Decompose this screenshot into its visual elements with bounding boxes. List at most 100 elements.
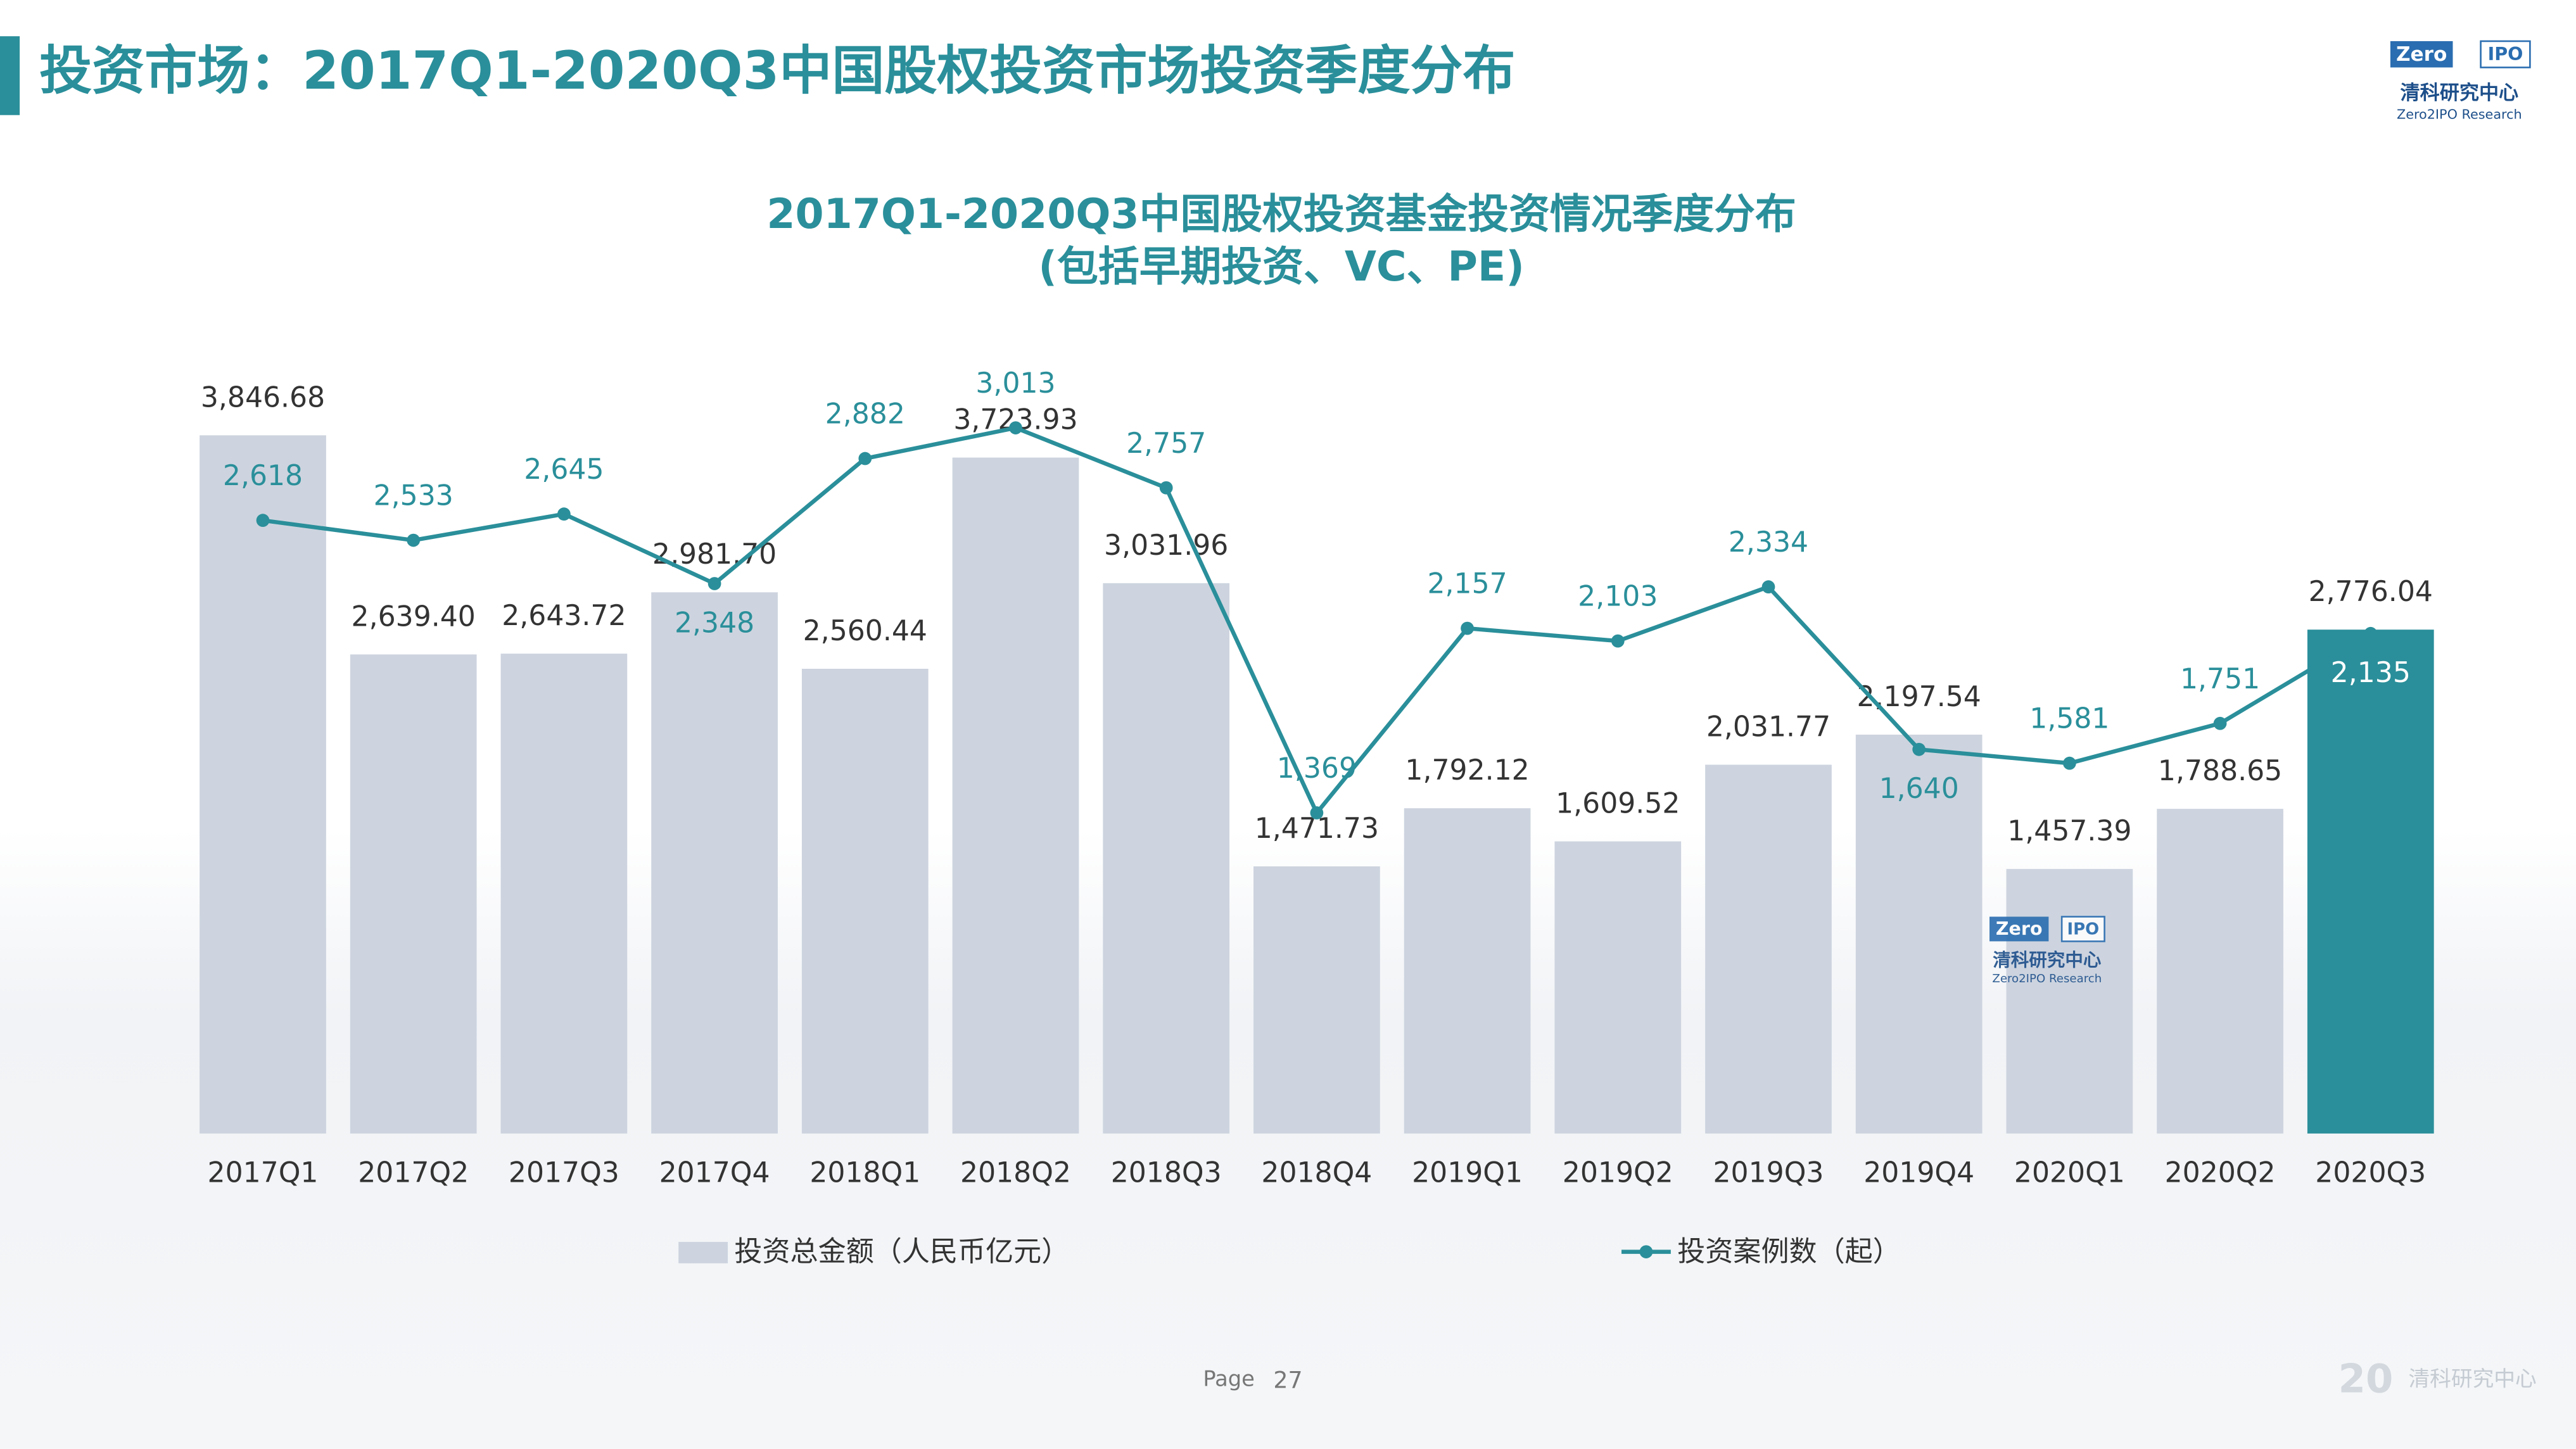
- line-value-label: 2,645: [524, 453, 604, 486]
- line-point: [1461, 621, 1474, 635]
- plot: 2017Q1 2017Q2 2017Q3 2017Q4 2018Q1 2018Q2 2018…: [200, 367, 2434, 1268]
- bar: [952, 457, 1079, 1134]
- bar-value-label: 2,981.70: [652, 538, 777, 571]
- x-tick-label: 2019Q3: [1713, 1157, 1824, 1189]
- logo-name-en: Zero2IPO Research: [1992, 972, 2102, 985]
- line-point: [256, 514, 270, 528]
- bar: [1855, 735, 1983, 1134]
- page-number: 27: [1273, 1367, 1302, 1394]
- x-tick-label: 2017Q2: [358, 1157, 469, 1189]
- bar-value-label: 1,792.12: [1405, 754, 1529, 787]
- x-tick-label: 2018Q3: [1111, 1157, 1222, 1189]
- x-tick-label: 2018Q4: [1261, 1157, 1372, 1189]
- x-tick-label: 2019Q4: [1863, 1157, 1974, 1189]
- line-value-label: 1,369: [1277, 752, 1357, 785]
- line-point: [1310, 806, 1324, 819]
- chart-subtitle: (包括早期投资、VC、PE): [1038, 243, 1524, 291]
- bar: [1253, 866, 1380, 1134]
- bar: [651, 592, 778, 1134]
- bar-value-label: 2,031.77: [1706, 711, 1830, 743]
- bar-value-label: 2,197.54: [1857, 681, 1981, 713]
- bar-value-label: 1,788.65: [2158, 755, 2282, 787]
- bar-value-label: 2,643.72: [502, 600, 626, 632]
- watermark-logo: Zero IPO 清科研究中心 Zero2IPO Research: [1989, 916, 2105, 985]
- chart-title: 2017Q1-2020Q3中国股权投资基金投资情况季度分布: [766, 191, 1796, 238]
- line-value-label: 2,882: [825, 398, 905, 431]
- bar-value-label: 1,609.52: [1556, 787, 1680, 819]
- bar: [350, 654, 477, 1134]
- page-label: Page: [1203, 1366, 1255, 1391]
- x-tick-label: 2017Q3: [509, 1157, 619, 1189]
- slide-title: 投资市场：2017Q1-2020Q3中国股权投资市场投资季度分布: [39, 40, 1515, 101]
- line-point: [1159, 481, 1173, 495]
- legend-label: 投资总金额（人民币亿元）: [734, 1236, 1069, 1268]
- bar: [1404, 808, 1531, 1134]
- line-point: [1912, 742, 1926, 756]
- line-value-label: 2,348: [675, 607, 754, 639]
- bar: [1554, 841, 1682, 1134]
- bar: [2157, 809, 2283, 1134]
- logo-box: [2480, 40, 2531, 68]
- x-tick-label: 2019Q2: [1563, 1157, 1673, 1189]
- bar: [200, 435, 326, 1134]
- line-point: [407, 533, 421, 547]
- x-tick-label: 2018Q2: [960, 1157, 1071, 1189]
- line-value-label: 2,157: [1427, 568, 1507, 600]
- bar: [1705, 764, 1832, 1134]
- logo: Zero IPO 清科研究中心 Zero2IPO Research: [2390, 40, 2531, 122]
- bar-value-label: 3,031.96: [1104, 529, 1228, 562]
- x-tick-label: 2017Q4: [659, 1157, 770, 1189]
- logo-box: [2060, 916, 2105, 942]
- logo-name: 清科研究中心: [1993, 950, 2102, 971]
- line-point: [1761, 580, 1775, 594]
- line-value-label: 2,334: [1729, 526, 1808, 559]
- line-value-label: 1,751: [2180, 663, 2260, 695]
- bar: [801, 668, 929, 1134]
- x-tick-label: 2020Q2: [2165, 1157, 2276, 1189]
- line-point: [707, 577, 721, 590]
- bar: [2307, 630, 2434, 1134]
- logo-box: [2390, 41, 2453, 68]
- anniversary-mark: 20: [2338, 1356, 2394, 1402]
- logo-word: Zero: [1996, 918, 2043, 939]
- line-point: [1611, 634, 1625, 648]
- bar-value-label: 3,846.68: [201, 381, 325, 414]
- line-point: [2213, 716, 2227, 730]
- x-tick-label: 2019Q1: [1412, 1157, 1523, 1189]
- bar-value-label: 2,560.44: [803, 615, 927, 647]
- line-value-label: 2,135: [2331, 657, 2411, 689]
- line-value-label: 2,533: [374, 480, 454, 512]
- bar: [1103, 583, 1230, 1134]
- line-point: [858, 452, 872, 465]
- logo-word: Zero: [2396, 43, 2447, 66]
- legend-label: 投资案例数（起）: [1677, 1236, 1901, 1268]
- bar: [2006, 869, 2133, 1134]
- logo-name-en: Zero2IPO Research: [2397, 107, 2522, 122]
- line-value-label: 3,013: [975, 367, 1055, 400]
- legend-swatch: [678, 1242, 728, 1263]
- footer-brand: 清科研究中心: [2408, 1366, 2536, 1391]
- x-tick-label: 2017Q1: [208, 1157, 319, 1189]
- line-value-label: 2,103: [1578, 581, 1658, 613]
- line-value-label: 1,640: [1879, 773, 1959, 805]
- line-point: [557, 507, 571, 521]
- line-value-label: 2,757: [1126, 427, 1206, 460]
- x-tick-label: 2020Q1: [2014, 1157, 2125, 1189]
- line-point: [1009, 421, 1022, 434]
- x-tick-label: 2020Q3: [2315, 1157, 2426, 1189]
- bar-value-label: 2,776.04: [2309, 576, 2433, 608]
- line-value-label: 1,581: [2029, 703, 2109, 735]
- bar-value-label: 1,457.39: [2007, 815, 2131, 847]
- line-point: [2364, 626, 2378, 640]
- title-accent: [0, 36, 20, 115]
- logo-word: IPO: [2067, 920, 2100, 939]
- bar-value-label: 2,639.40: [352, 600, 476, 633]
- legend-swatch: [1639, 1245, 1653, 1258]
- line-value-label: 2,618: [223, 460, 303, 492]
- logo-box: [1989, 916, 2049, 942]
- x-tick-label: 2018Q1: [809, 1157, 920, 1189]
- bar: [500, 654, 628, 1134]
- logo-word: IPO: [2488, 44, 2523, 65]
